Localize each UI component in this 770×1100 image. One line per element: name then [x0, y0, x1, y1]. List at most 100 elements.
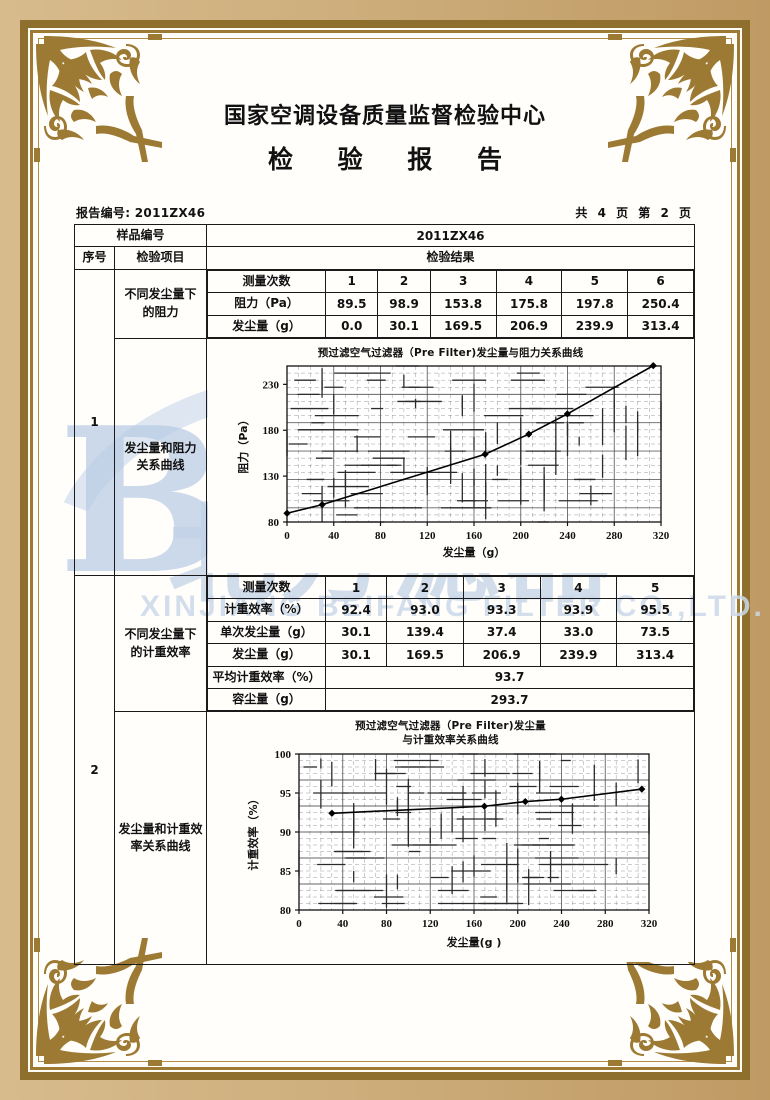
- table-row-chart2: 发尘量和计重效 率关系曲线 预过滤空气过滤器（Pre Filter)发尘量 与计…: [75, 711, 696, 966]
- section2-seq: 2: [74, 574, 115, 966]
- x-tick-label: 160: [465, 918, 482, 930]
- subtable-cell: 95.5: [616, 598, 695, 622]
- table-row-sample: 样品编号 2011ZX46: [73, 223, 696, 248]
- subtable-header-col-4: 4: [539, 575, 618, 600]
- chart2-wrap: 预过滤空气过滤器（Pre Filter)发尘量 与计重效率关系曲线 0 40 80 1…: [208, 714, 694, 963]
- subtable-cell: 92.4: [325, 598, 388, 622]
- col-header-seq: 序号: [74, 246, 115, 270]
- chart1-wrap: 预过滤空气过滤器（Pre Filter)发尘量与阻力关系曲线 0 40 80 120 1…: [208, 340, 694, 573]
- subtable-cell: 93.9: [539, 598, 618, 622]
- chart2-svg: 0 40 80 120 160 200 240 280 320 80 85 90 95 100 发尘量(g …: [246, 749, 658, 948]
- frame-rule-top: [30, 30, 740, 33]
- subtable-data-row: 阻力（Pa） 89.5 98.9 153.8 175.8 197.8 250.4: [207, 292, 695, 316]
- section1-resistance-subtable-cell: 测量次数 1 2 3 4 5 6 阻力（Pa） 89.5 98.9 153.8 175.8 197.8 2…: [206, 268, 696, 339]
- subtable-cell: 239.9: [539, 643, 618, 667]
- subtable-header-col-5: 5: [561, 269, 629, 294]
- subtable-cell: 175.8: [495, 292, 563, 316]
- page-title: 国家空调设备质量监督检验中心: [223, 104, 546, 129]
- subtable-cell: 169.5: [386, 643, 464, 667]
- subtable-cell: 98.9: [377, 292, 431, 316]
- subtable-header-row: 测量次数 1 2 3 4 5: [207, 575, 695, 600]
- chart1-title: 预过滤空气过滤器（Pre Filter)发尘量与阻力关系曲线: [317, 346, 584, 359]
- chart2-title-l2: 与计重效率关系曲线: [402, 734, 499, 747]
- subtable-header-col-1: 1: [325, 269, 379, 294]
- sample-number-value: 2011ZX46: [206, 223, 696, 248]
- x-tick-label: 200: [512, 530, 529, 542]
- y-tick-label: 100: [274, 749, 291, 761]
- frame-rule-bottom: [30, 1067, 740, 1070]
- subtable-cell: 30.1: [377, 314, 431, 338]
- x-tick-label: 80: [375, 530, 387, 542]
- section1-item-l1: 发尘量和阻力: [124, 440, 197, 455]
- data-point-marker: [524, 430, 532, 438]
- subtable-data-row: 发尘量（g） 0.0 30.1 169.5 206.9 239.9 313.4: [207, 314, 695, 338]
- section2-efficiency-label: 不同发尘量下 的计重效率: [113, 574, 208, 713]
- table-row-chart1: 发尘量和阻力 关系曲线 预过滤空气过滤器（Pre Filter)发尘量与阻力关系…: [75, 337, 696, 576]
- x-axis-label: 发尘量（g）: [441, 545, 505, 558]
- efficiency-subtable: 测量次数 1 2 3 4 5 计重效率（%） 92.4 93.0 93.3 93.9 95.5 单次发尘…: [207, 575, 695, 712]
- subtable-cell: 313.4: [616, 643, 695, 667]
- subtable-summary-label: 容尘量（g）: [207, 687, 327, 712]
- report-content: 国家空调设备质量监督检验中心 检 验 报 告 报告编号: 2011ZX46 共 …: [36, 36, 734, 1064]
- subtable-summary-value: 93.7: [325, 665, 695, 689]
- subtable-cell: 206.9: [462, 643, 541, 667]
- data-point-marker: [327, 809, 336, 817]
- subtable-cell: 169.5: [429, 314, 497, 338]
- subtable-cell: 93.0: [386, 598, 464, 622]
- x-tick-label: 40: [337, 918, 349, 930]
- subtable-summary-label: 平均计重效率（%）: [207, 665, 327, 689]
- x-tick-label: 320: [640, 918, 657, 930]
- y-tick-label: 80: [268, 517, 280, 529]
- subtable-cell: 93.3: [462, 598, 541, 622]
- frame-rule-left: [30, 30, 33, 1070]
- table-row-efficiency: 2 不同发尘量下 的计重效率 测量次数 1 2 3 4 5 计重效率（%） 92.4 93.0 9…: [74, 574, 696, 966]
- subtable-cell: 239.9: [561, 314, 629, 338]
- subtable-cell: 37.4: [462, 620, 541, 645]
- subtable-header-col-5: 5: [616, 575, 695, 600]
- subtable-cell: 197.8: [561, 292, 629, 316]
- subtable-header-col-2: 2: [377, 269, 431, 294]
- subtable-header-col-3: 3: [429, 269, 497, 294]
- frame-rule-right: [737, 30, 740, 1070]
- y-tick-label: 130: [262, 471, 279, 483]
- chart2-cell: 预过滤空气过滤器（Pre Filter)发尘量 与计重效率关系曲线 0 40 80 1…: [206, 711, 696, 966]
- report-meta-row: 报告编号: 2011ZX46 共 4 页 第 2 页: [76, 204, 694, 221]
- page-subtitle: 检 验 报 告: [267, 145, 521, 174]
- y-tick-label: 230: [262, 379, 279, 391]
- subtable-data-row: 计重效率（%） 92.4 93.0 93.3 93.9 95.5: [207, 598, 695, 622]
- chart2-title-l1: 预过滤空气过滤器（Pre Filter)发尘量: [355, 720, 546, 733]
- y-tick-label: 85: [280, 866, 292, 878]
- section2-item-l1: 发尘量和计重效: [118, 821, 203, 836]
- section2-efficiency-label-l1: 不同发尘量下: [124, 627, 197, 642]
- section1-item-l2: 关系曲线: [136, 457, 185, 472]
- page-number: 共 4 页 第 2 页: [575, 206, 694, 220]
- section1-resistance-label: 不同发尘量下 的阻力: [113, 268, 208, 339]
- subtable-header-label: 测量次数: [207, 269, 327, 294]
- x-tick-label: 320: [652, 530, 669, 542]
- table-row-headers: 序号 检验项目 检验结果: [74, 246, 696, 270]
- subtable-header-col-1: 1: [325, 575, 388, 600]
- subtable-summary-row: 平均计重效率（%） 93.7: [207, 665, 695, 689]
- x-tick-label: 240: [553, 918, 570, 930]
- section2-item-label: 发尘量和计重效 率关系曲线: [113, 711, 208, 966]
- inspection-report-table: 样品编号 2011ZX46 序号 检验项目 检验结果 1 不同发尘量下 的阻力: [73, 223, 696, 966]
- y-tick-label: 95: [280, 788, 292, 800]
- data-point-marker: [282, 509, 291, 518]
- frame-rule-top-thin: [38, 38, 732, 39]
- chart1-cell: 预过滤空气过滤器（Pre Filter)发尘量与阻力关系曲线 0 40 80 120 1…: [206, 337, 696, 576]
- subtable-header-col-2: 2: [386, 575, 464, 600]
- sample-number-label: 样品编号: [73, 223, 208, 248]
- section1-seq: 1: [74, 268, 115, 576]
- subtable-header-col-6: 6: [627, 269, 695, 294]
- subtable-cell: 206.9: [495, 314, 563, 338]
- section1-item-label: 发尘量和阻力 关系曲线: [113, 337, 208, 576]
- subtable-cell: 33.0: [539, 620, 618, 645]
- subtable-cell: 153.8: [429, 292, 497, 316]
- frame-rule-left-thin: [38, 38, 39, 1062]
- y-tick-label: 90: [280, 827, 292, 839]
- section1-resistance-label-l1: 不同发尘量下: [124, 287, 197, 302]
- x-tick-label: 120: [422, 918, 439, 930]
- subtable-data-row: 单次发尘量（g） 30.1 139.4 37.4 33.0 73.5: [207, 620, 695, 645]
- subtable-cell: 0.0: [325, 314, 379, 338]
- subtable-row-label: 阻力（Pa）: [207, 292, 327, 316]
